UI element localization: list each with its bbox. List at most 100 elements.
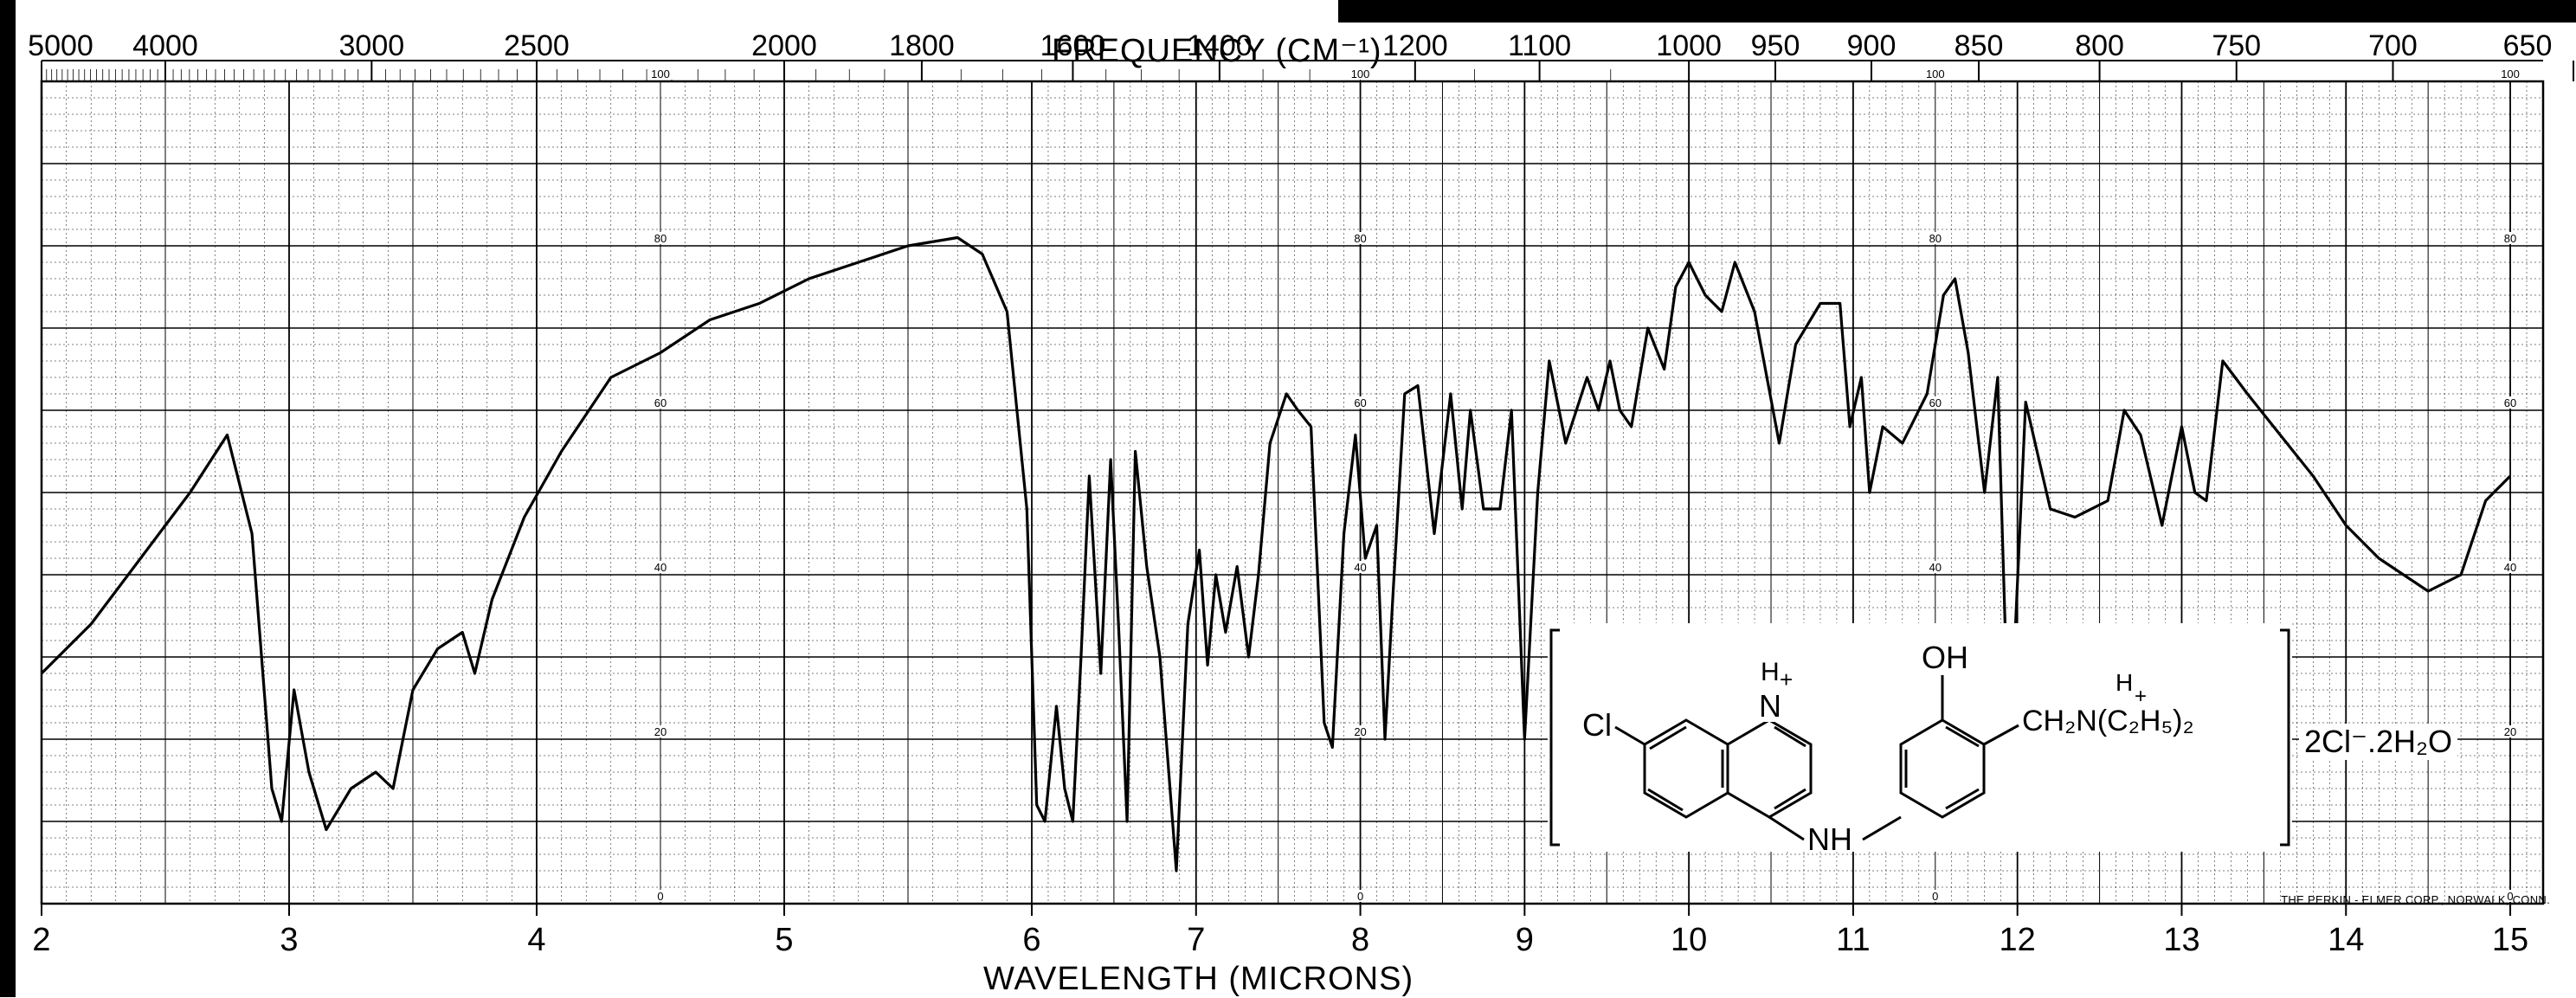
y-tick-label: 80 (1354, 232, 1366, 245)
side-chain-plus: + (2135, 685, 2147, 708)
side-chain-bond (1983, 724, 2019, 746)
x-tick-label: 2 (32, 922, 50, 958)
x-tick-label: 4 (527, 922, 545, 958)
y-tick-bg (650, 561, 673, 573)
top-tick-label: 650 (2503, 29, 2553, 62)
top-tick-label: 1000 (1656, 29, 1722, 62)
n-label-bg (1755, 684, 1790, 722)
top-tick-label: 1200 (1382, 29, 1448, 62)
structure-inset: Cl N H + NH OH CH₂N(C₂H₅)₂ H + (1548, 623, 2292, 852)
y-tick-bg (1349, 725, 1373, 737)
y-tick-bg (1924, 890, 1948, 902)
y-tick-bg (2500, 68, 2523, 80)
manufacturer-note: THE PERKIN - ELMER CORP., NORWALK, CONN. (2281, 893, 2550, 906)
y-tick-bg (650, 725, 673, 737)
top-axis-title: FREQUENCY (CM⁻¹) (1052, 33, 1382, 69)
y-tick-label: 40 (1354, 561, 1366, 574)
top-tick-label: 850 (1955, 29, 2004, 62)
top-tick-label: 2000 (751, 29, 817, 62)
top-border-bar (1338, 0, 2576, 23)
y-tick-label: 60 (1929, 396, 1942, 409)
top-tick-label: 750 (2212, 29, 2261, 62)
y-tick-label: 100 (1926, 68, 1945, 80)
top-tick-label: 5000 (28, 29, 93, 62)
y-tick-label: 80 (1929, 232, 1942, 245)
x-tick-label: 14 (2328, 922, 2364, 958)
oh-label: OH (1922, 640, 1968, 675)
y-tick-label: 100 (2501, 68, 2520, 80)
y-tick-label: 60 (2504, 396, 2516, 409)
y-tick-bg (650, 890, 673, 902)
x-tick-label: 11 (1836, 922, 1870, 958)
x-tick-label: 5 (775, 922, 793, 958)
y-tick-label: 0 (2507, 890, 2513, 903)
y-tick-bg (650, 68, 673, 80)
nh-bond-left (1768, 815, 1805, 841)
top-tick-label: 950 (1751, 29, 1800, 62)
y-tick-labels: 0204060801000204060801000204060801000204… (650, 68, 2523, 903)
side-chain-h-label: H (2116, 669, 2133, 696)
left-bracket (1549, 628, 1560, 847)
y-tick-label: 0 (1932, 890, 1938, 903)
y-tick-label: 40 (1929, 561, 1942, 574)
spectrum-line (40, 235, 2512, 872)
plus-sign: + (1780, 666, 1793, 692)
y-tick-bg (2500, 232, 2523, 244)
y-tick-bg (1924, 396, 1948, 409)
counter-ion-label: 2Cl⁻.2H₂O (2299, 724, 2458, 760)
top-tick-label: 900 (1847, 29, 1897, 62)
y-tick-bg (1349, 396, 1373, 409)
y-tick-label: 0 (657, 890, 663, 903)
y-tick-bg (1924, 232, 1948, 244)
y-tick-bg (1349, 232, 1373, 244)
plot-border (40, 80, 2545, 905)
top-tick-labels: 5000 4000 3000 2500 2000 1800 1600 1400 1200 1100… (28, 29, 2575, 81)
y-tick-label: 100 (651, 68, 670, 80)
h-plus-label: H (1761, 658, 1780, 686)
y-tick-bg (1349, 890, 1373, 902)
x-tick-label: 8 (1351, 922, 1369, 958)
series-layer (40, 235, 2512, 872)
nh-bond-right (1862, 815, 1902, 841)
y-tick-label: 60 (654, 396, 667, 409)
side-chain-label: CH₂N(C₂H₅)₂ (2022, 705, 2194, 737)
x-tick-label: 12 (2000, 922, 2036, 958)
top-tick-label: 4000 (132, 29, 198, 62)
y-tick-label: 20 (654, 725, 667, 738)
y-tick-bg (1349, 561, 1373, 573)
top-tick-label: 1400 (1187, 29, 1253, 62)
top-tick-label: 2500 (504, 29, 570, 62)
y-tick-bg (650, 232, 673, 244)
y-tick-bg (1924, 68, 1948, 80)
top-tick-label: 1100 (1508, 29, 1571, 62)
x-tick-label: 15 (2492, 922, 2528, 958)
n-label: N (1759, 688, 1781, 724)
y-tick-bg (2500, 561, 2523, 573)
cl-bond (1614, 725, 1645, 746)
y-tick-label: 0 (1357, 890, 1363, 903)
left-border-bar (0, 0, 16, 997)
right-bracket (2280, 628, 2290, 847)
top-tick-label: 800 (2075, 29, 2124, 62)
top-tick-label: 1800 (889, 29, 955, 62)
y-tick-label: 100 (1351, 68, 1370, 80)
y-tick-label: 20 (2504, 725, 2516, 738)
plot-frame (40, 60, 2545, 905)
nh-label: NH (1807, 821, 1852, 852)
top-tick-label: 700 (2368, 29, 2418, 62)
y-tick-bg (1349, 68, 1373, 80)
y-tick-label: 20 (1354, 725, 1366, 738)
y-tick-bg (2500, 396, 2523, 409)
x-tick-label: 10 (1671, 922, 1707, 958)
y-tick-label: 80 (2504, 232, 2516, 245)
structure-background (1548, 623, 2292, 852)
y-tick-label: 60 (1354, 396, 1366, 409)
top-tick-label: 1600 (1040, 29, 1106, 62)
y-tick-label: 40 (654, 561, 667, 574)
bottom-axis-title: WAVELENGTH (MICRONS) (983, 961, 1414, 997)
y-tick-bg (2500, 890, 2523, 902)
x-tick-label: 13 (2163, 922, 2199, 958)
y-tick-bg (650, 396, 673, 409)
bottom-tick-labels: 2 3 4 5 6 7 8 9 10 11 12 13 14 15 (32, 904, 2528, 958)
